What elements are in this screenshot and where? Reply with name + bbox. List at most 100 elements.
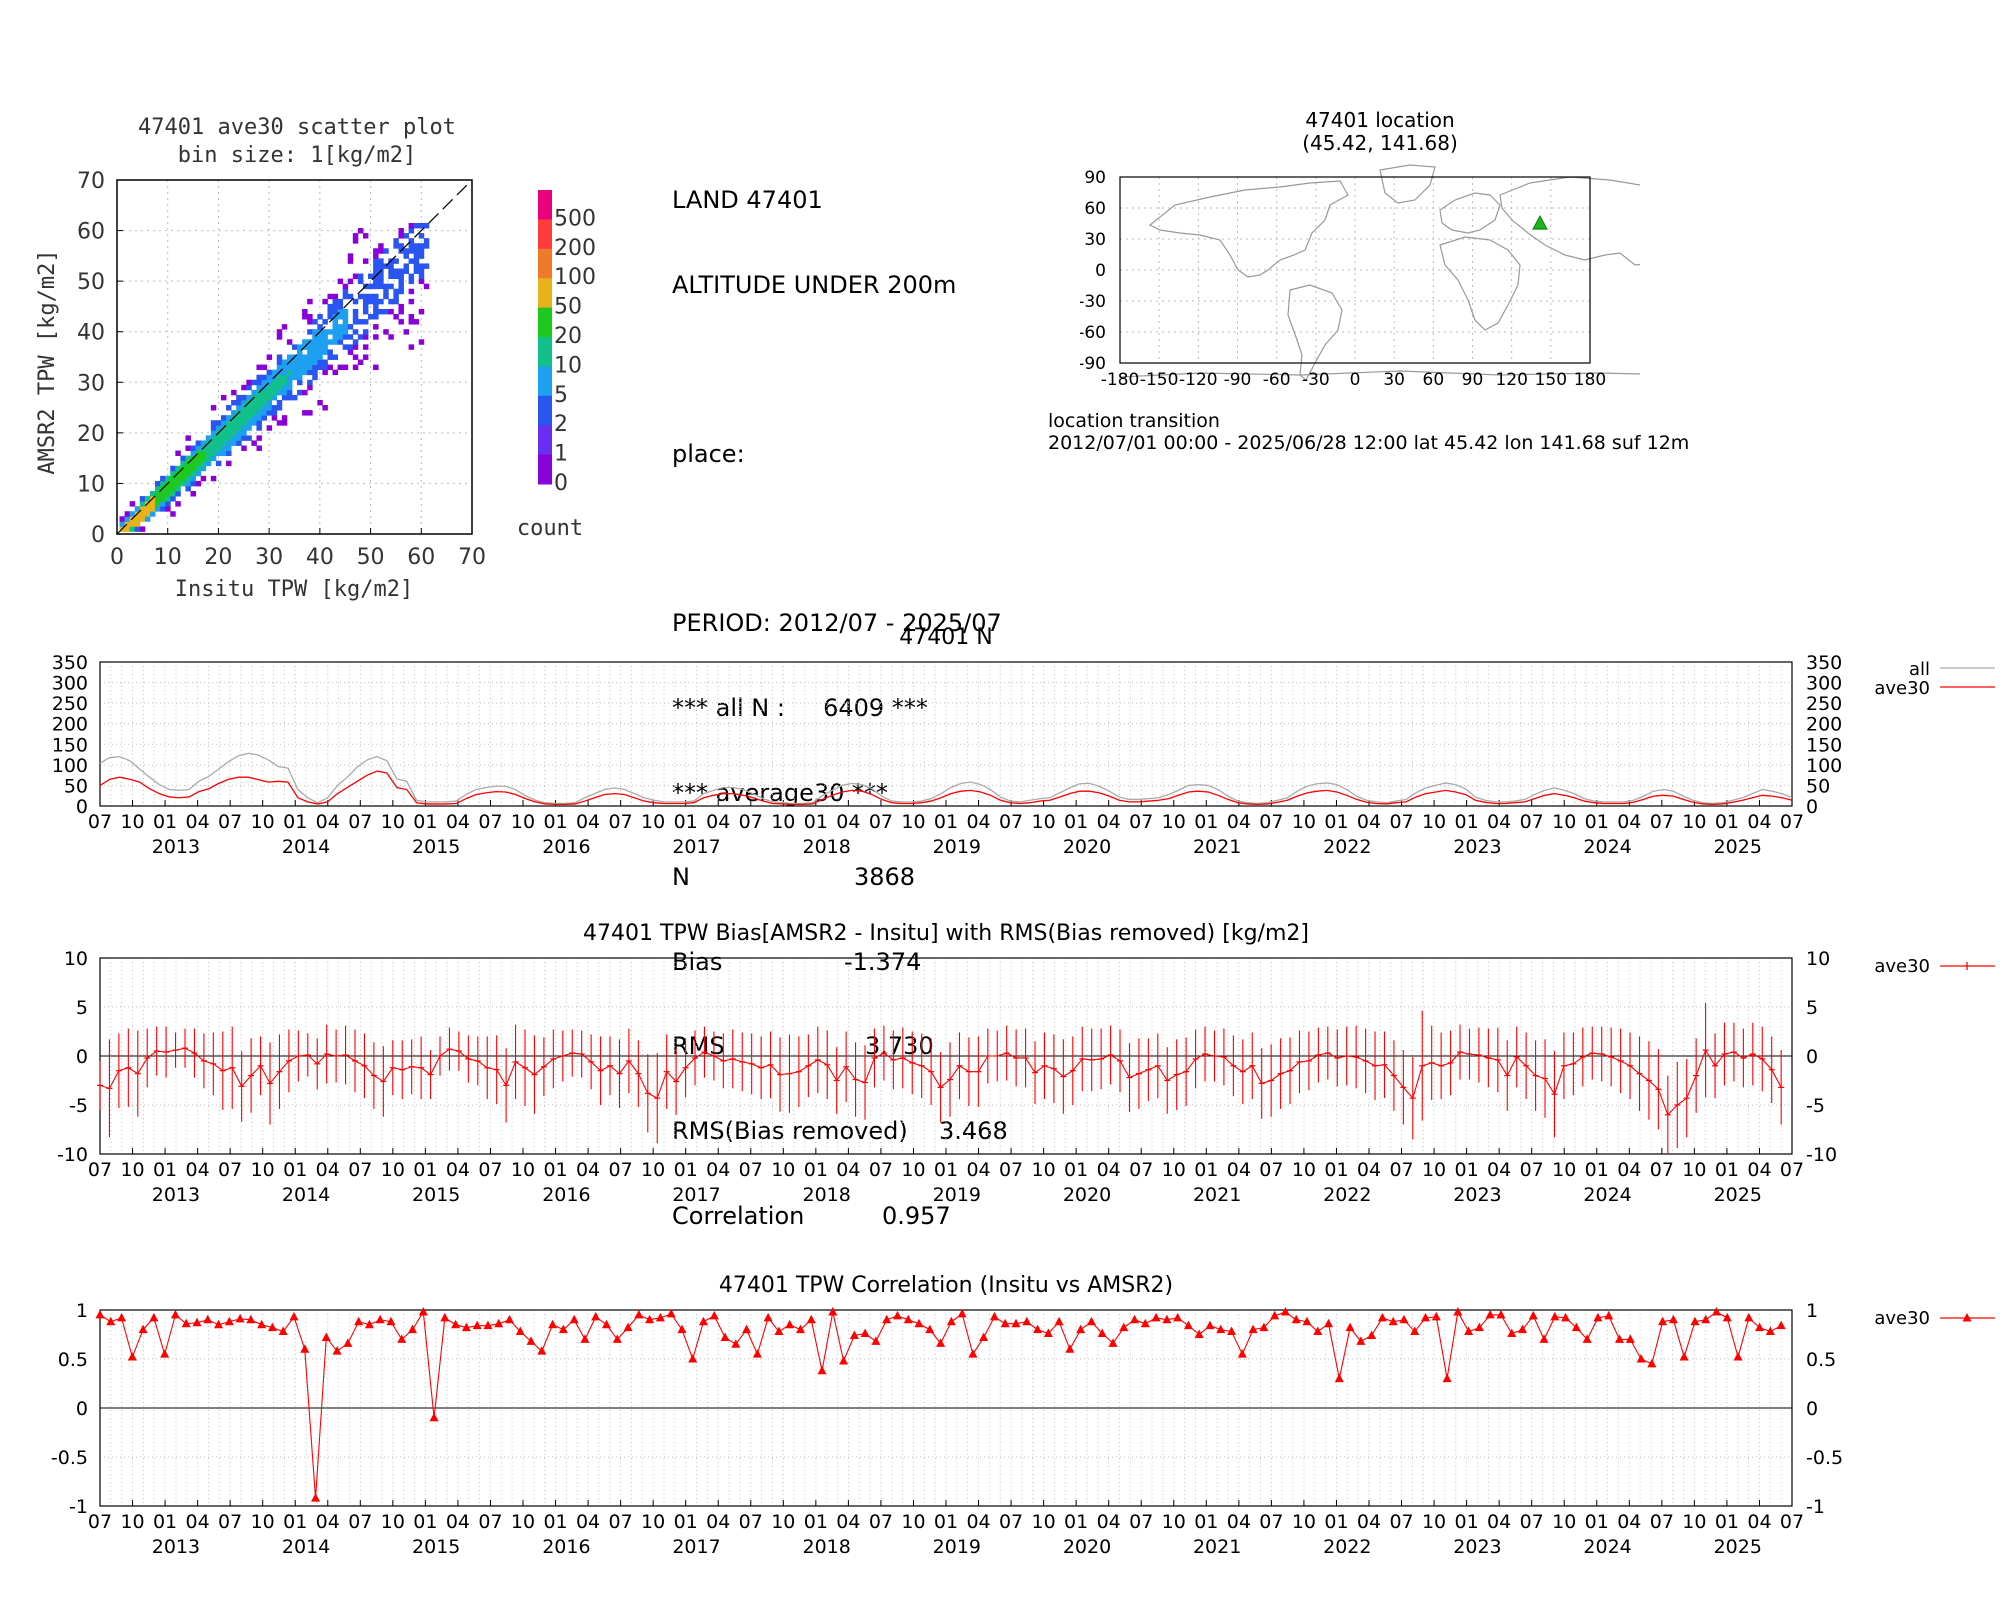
- scatter-cell: [413, 222, 420, 229]
- scatter-cell: [276, 374, 283, 381]
- scatter-cell: [322, 319, 328, 325]
- scatter-cell: [124, 516, 131, 522]
- scatter-cell: [281, 389, 288, 396]
- correlation-point: [946, 1316, 956, 1326]
- colorbar-tick: 500: [554, 206, 596, 231]
- ts-month-label: 10: [120, 811, 144, 833]
- scatter-cell: [266, 394, 273, 401]
- scatter-cell: [210, 440, 217, 446]
- ts-month-label: 01: [153, 811, 177, 833]
- ts-month-label: 07: [1650, 1511, 1674, 1533]
- scatter-cell: [246, 435, 252, 441]
- stats-altitude: ALTITUDE UNDER 200m: [672, 271, 957, 299]
- scatter-cell: [266, 379, 273, 386]
- scatter-cell: [393, 268, 399, 274]
- legend-marker: [1962, 1313, 1972, 1322]
- scatter-cell: [231, 399, 237, 406]
- scatter-cell: [271, 384, 278, 391]
- scatter-cell: [423, 263, 430, 269]
- map-xtick: 0: [1350, 370, 1361, 390]
- stats-period: PERIOD: 2012/07 - 2025/07: [672, 609, 1002, 638]
- scatter-cell: [307, 349, 313, 355]
- scatter-cell: [312, 364, 318, 371]
- scatter-plot: 47401 ave30 scatter plot bin size: 1[kg/…: [35, 115, 596, 602]
- scatter-cell: [236, 394, 242, 401]
- scatter-cell: [241, 425, 247, 431]
- ts-month-label: 04: [316, 811, 340, 833]
- map-xtick: -90: [1224, 370, 1252, 390]
- scatter-cell: [307, 384, 313, 391]
- ts-month-label: 04: [186, 1159, 210, 1181]
- scatter-cell: [373, 334, 379, 340]
- scatter-cell: [134, 506, 141, 512]
- scatter-cell: [236, 399, 242, 406]
- scatter-cell: [327, 364, 333, 371]
- scatter-cell: [215, 450, 222, 457]
- legend-label: all: [1909, 659, 1930, 680]
- ts-title: 47401 N: [899, 625, 992, 650]
- scatter-cell: [236, 435, 242, 441]
- scatter-cell: [352, 364, 359, 371]
- correlation-point: [397, 1334, 407, 1343]
- correlation-point: [1280, 1306, 1290, 1316]
- scatter-cell: [302, 410, 308, 416]
- scatter-cell: [261, 379, 268, 386]
- scatter-xtick: 0: [110, 545, 124, 570]
- scatter-cell: [241, 435, 247, 441]
- ts-month-label: 07: [999, 1511, 1023, 1533]
- correlation-point: [289, 1311, 299, 1321]
- scatter-cell: [378, 258, 384, 264]
- ts-month-label: 10: [771, 811, 795, 833]
- ts-month-label: 04: [1487, 1159, 1511, 1181]
- correlation-point: [505, 1314, 515, 1324]
- correlation-point: [246, 1314, 256, 1324]
- scatter-cell: [352, 238, 359, 244]
- ts-month-label: 10: [1032, 811, 1056, 833]
- scatter-cell: [418, 263, 425, 269]
- scatter-cell: [190, 465, 197, 472]
- scatter-cell: [312, 374, 318, 381]
- scatter-cell: [281, 364, 288, 371]
- scatter-cell: [281, 324, 288, 330]
- scatter-cell: [408, 344, 415, 350]
- ts-month-label: 01: [674, 1511, 698, 1533]
- scatter-cell: [327, 314, 333, 320]
- scatter-ytick: 40: [77, 321, 105, 346]
- ts-month-label: 07: [609, 1511, 633, 1533]
- scatter-cell: [190, 475, 197, 482]
- correlation-point: [548, 1319, 558, 1329]
- ts-ytick-left: 300: [52, 673, 88, 695]
- correlation-point: [1690, 1316, 1700, 1326]
- scatter-cell: [388, 263, 394, 269]
- scatter-cell: [342, 319, 349, 325]
- scatter-cell: [337, 329, 344, 335]
- ts-month-label: 10: [120, 1159, 144, 1181]
- map-title-line1: 47401 location: [1305, 108, 1454, 132]
- scatter-cell: [160, 491, 166, 497]
- ts-month-label: 01: [1455, 1511, 1479, 1533]
- colorbar-tick: 0: [554, 471, 568, 496]
- scatter-cell: [266, 384, 273, 391]
- ts-month-label: 10: [120, 1511, 144, 1533]
- scatter-cell: [256, 415, 262, 421]
- scatter-cell: [352, 308, 359, 315]
- scatter-cell: [195, 480, 202, 487]
- correlation-point: [429, 1412, 439, 1422]
- ts-month-label: 04: [1097, 1159, 1121, 1181]
- scatter-cell: [175, 501, 181, 507]
- ts-month-label: 07: [1389, 811, 1413, 833]
- scatter-cell: [393, 273, 399, 280]
- ts-month-label: 01: [804, 1511, 828, 1533]
- map-ytick: -90: [1080, 354, 1106, 374]
- ts-month-label: 01: [1324, 1159, 1348, 1181]
- scatter-cell: [256, 379, 262, 386]
- ts-month-label: 10: [1422, 1159, 1446, 1181]
- scatter-xtick: 60: [407, 545, 435, 570]
- scatter-cell: [357, 273, 364, 280]
- map-xtick: 30: [1383, 370, 1405, 390]
- scatter-cell: [241, 430, 247, 436]
- scatter-cell: [124, 511, 131, 517]
- correlation-point: [1528, 1310, 1538, 1320]
- colorbar-tick: 2: [554, 412, 568, 437]
- ts-month-label: 10: [511, 1159, 535, 1181]
